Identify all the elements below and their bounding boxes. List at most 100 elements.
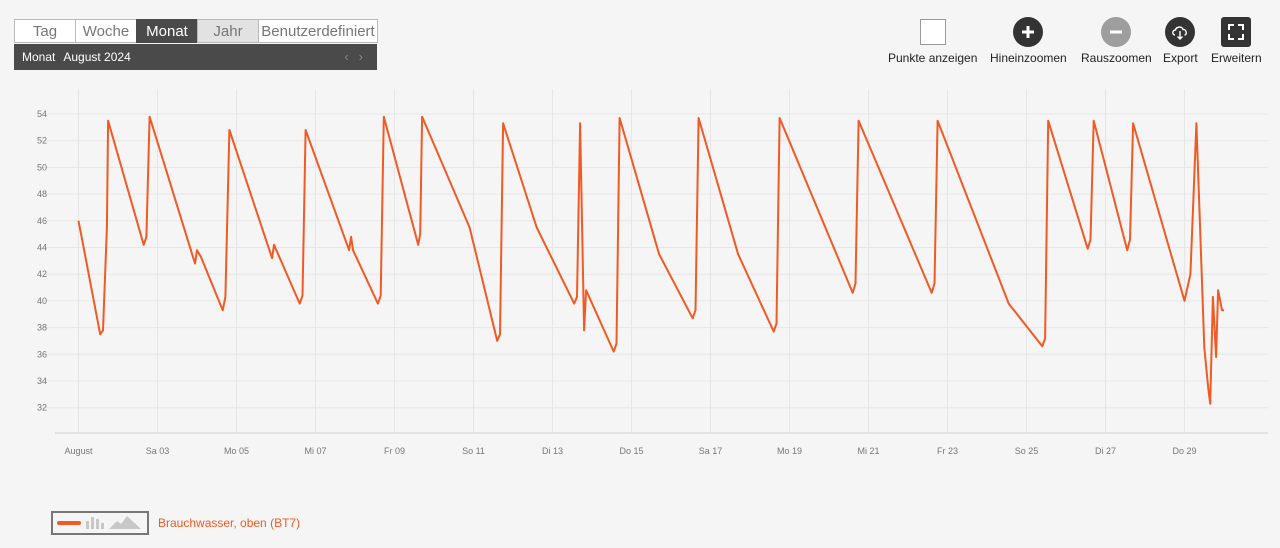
y-tick-label: 36: [37, 349, 47, 359]
minus-circle-icon[interactable]: [1101, 17, 1132, 47]
y-tick-label: 32: [37, 403, 47, 413]
data-point: [196, 249, 198, 251]
expand-button[interactable]: Erweitern: [1211, 17, 1262, 65]
line-chart: 32 34 36 38 40 42 44 46 48 50 52 54 August Sa 03 Mo 05…: [0, 84, 1280, 464]
cloud-download-icon[interactable]: [1165, 17, 1196, 47]
data-point: [271, 257, 273, 259]
data-point: [99, 333, 101, 335]
data-point: [419, 233, 421, 235]
data-point: [779, 117, 781, 119]
period-bar-label: Monat: [22, 50, 56, 64]
data-point: [421, 116, 423, 118]
data-point: [417, 244, 419, 246]
data-point: [78, 220, 80, 222]
x-tick-label: Mi 21: [857, 446, 879, 456]
data-point: [1223, 309, 1225, 311]
data-point: [194, 263, 196, 265]
data-point: [383, 116, 385, 118]
tab-monat[interactable]: Monat: [136, 19, 198, 43]
data-point: [273, 244, 275, 246]
export-label: Export: [1163, 51, 1198, 65]
data-point: [613, 351, 615, 353]
data-point: [737, 253, 739, 255]
data-point: [692, 317, 694, 319]
plus-circle-icon[interactable]: [1013, 17, 1044, 47]
data-point: [585, 289, 587, 291]
period-tabs: Tag Woche Monat Jahr Benutzerdefiniert: [14, 19, 378, 43]
tab-jahr[interactable]: Jahr: [197, 19, 259, 43]
y-tick-label: 44: [37, 243, 47, 253]
data-point: [1203, 347, 1205, 349]
data-point: [1207, 387, 1209, 389]
data-point: [1221, 309, 1223, 311]
zoom-in-button[interactable]: Hineinzoomen: [990, 17, 1067, 65]
data-point: [1041, 345, 1043, 347]
period-bar: Monat August 2024 ‹ ›: [14, 44, 377, 70]
data-point: [1047, 120, 1049, 122]
data-point: [102, 329, 104, 331]
y-tick-label: 34: [37, 376, 47, 386]
data-point: [573, 303, 575, 305]
data-point: [576, 296, 578, 298]
legend-toggle[interactable]: [51, 511, 149, 535]
tab-benutzerdefiniert[interactable]: Benutzerdefiniert: [258, 19, 378, 43]
data-point: [1209, 403, 1211, 405]
y-tick-label: 40: [37, 296, 47, 306]
data-point: [773, 331, 775, 333]
x-tick-label: Mo 05: [224, 446, 249, 456]
data-point: [1132, 122, 1134, 124]
data-point: [937, 120, 939, 122]
data-point: [1008, 303, 1010, 305]
data-point: [1189, 273, 1191, 275]
fullscreen-icon[interactable]: [1221, 17, 1252, 47]
chevron-right-icon[interactable]: ›: [358, 49, 363, 64]
x-tick-label: Do 29: [1172, 446, 1196, 456]
zoom-in-label: Hineinzoomen: [990, 51, 1067, 65]
zoom-out-label: Rauszoomen: [1081, 51, 1152, 65]
chevron-left-icon[interactable]: ‹: [344, 49, 349, 64]
checkbox-icon[interactable]: [919, 19, 946, 45]
data-point: [694, 309, 696, 311]
export-button[interactable]: Export: [1163, 17, 1198, 65]
y-tick-label: 48: [37, 189, 47, 199]
data-point: [499, 333, 501, 335]
data-point: [348, 249, 350, 251]
data-point: [854, 283, 856, 285]
x-tick-label: Sa 03: [146, 446, 170, 456]
data-point: [496, 340, 498, 342]
data-point: [1087, 248, 1089, 250]
y-tick-label: 50: [37, 162, 47, 172]
period-bar-value: August 2024: [63, 50, 131, 64]
data-point: [698, 117, 700, 119]
data-point: [775, 323, 777, 325]
data-point: [350, 236, 352, 238]
data-point: [222, 309, 224, 311]
data-point: [658, 253, 660, 255]
data-point: [615, 343, 617, 345]
series-line: [77, 115, 1224, 405]
data-point: [380, 295, 382, 297]
data-point: [1093, 120, 1095, 122]
data-point: [931, 292, 933, 294]
chart-type-icon: [57, 516, 141, 529]
data-point: [1195, 122, 1197, 124]
x-tick-label: Mi 07: [304, 446, 326, 456]
data-point: [228, 129, 230, 131]
show-points-toggle[interactable]: Punkte anzeigen: [888, 17, 977, 65]
data-point: [933, 283, 935, 285]
zoom-out-button[interactable]: Rauszoomen: [1081, 17, 1152, 65]
data-point: [145, 236, 147, 238]
data-point: [579, 122, 581, 124]
data-point: [224, 296, 226, 298]
data-point: [377, 303, 379, 305]
x-tick-label: Di 27: [1095, 446, 1116, 456]
tab-tag[interactable]: Tag: [14, 19, 76, 43]
x-tick-label: Sa 17: [699, 446, 723, 456]
expand-label: Erweitern: [1211, 51, 1262, 65]
y-tick-label: 46: [37, 216, 47, 226]
tab-woche[interactable]: Woche: [75, 19, 137, 43]
data-point: [536, 226, 538, 228]
data-point: [583, 329, 585, 331]
x-tick-label: August: [64, 446, 93, 456]
x-tick-label: Fr 09: [384, 446, 405, 456]
